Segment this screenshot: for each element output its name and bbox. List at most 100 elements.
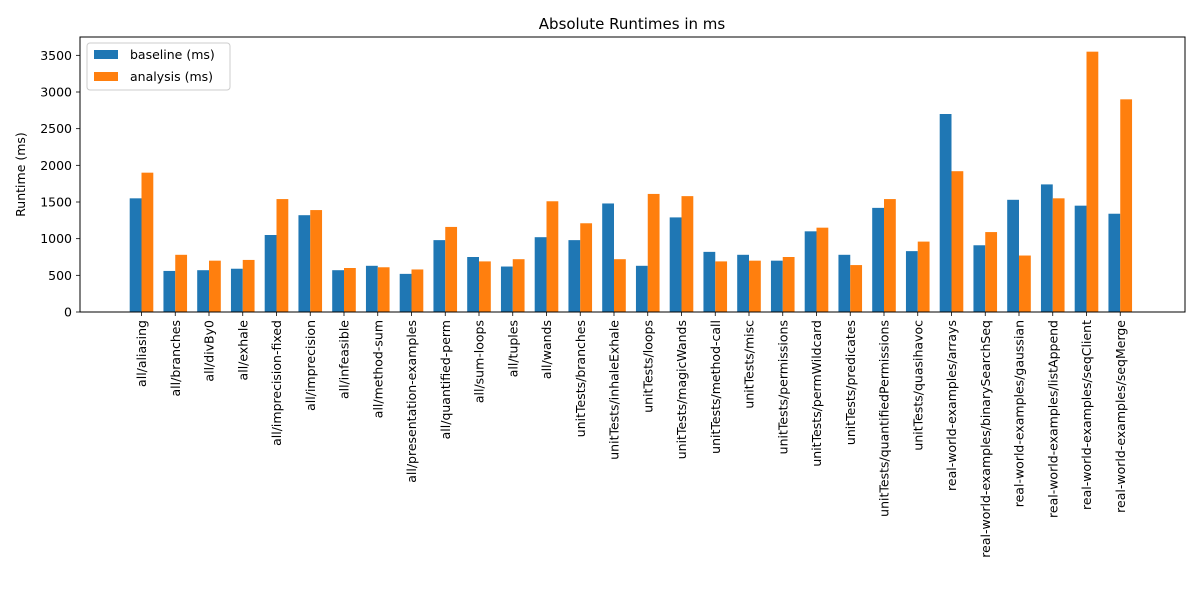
bar-analysis-all-aliasing <box>141 172 154 312</box>
bar-baseline-all-imprecision-fixed <box>264 235 277 312</box>
y-tick-label-0: 0 <box>64 305 72 320</box>
bar-analysis-unittests-magicwands <box>681 196 694 312</box>
bar-analysis-real-world-examples-binarysearchseq <box>985 232 998 312</box>
bar-baseline-all-presentation-examples <box>399 273 412 312</box>
x-tick-label-all-imprecision: all/imprecision <box>303 320 318 411</box>
bar-baseline-real-world-examples-binarysearchseq <box>973 245 986 312</box>
bar-baseline-all-aliasing <box>129 198 142 312</box>
bars-group <box>129 51 1133 313</box>
bar-baseline-unittests-permissions <box>770 260 783 312</box>
bar-baseline-real-world-examples-arrays <box>939 114 952 312</box>
x-tick-label-all-tuples: all/tuples <box>505 320 520 377</box>
bar-analysis-unittests-quantifiedpermissions <box>884 199 896 312</box>
x-tick-label-real-world-examples-binarysearchseq: real-world-examples/binarySearchSeq <box>978 320 993 558</box>
bar-baseline-all-infeasible <box>332 270 344 312</box>
y-tick-label-3500: 3500 <box>40 48 72 63</box>
bar-analysis-all-exhale <box>242 259 255 312</box>
x-tick-label-real-world-examples-seqmerge: real-world-examples/seqMerge <box>1113 320 1128 513</box>
bar-analysis-unittests-quasihavoc <box>917 241 930 312</box>
y-tick-label-1500: 1500 <box>40 195 72 210</box>
chart-title: Absolute Runtimes in ms <box>539 15 726 33</box>
y-tick-label-3000: 3000 <box>40 85 72 100</box>
x-tick-label-all-branches: all/branches <box>168 320 183 396</box>
x-tick-label-all-wands: all/wands <box>539 320 554 379</box>
bar-analysis-real-world-examples-gaussian <box>1019 255 1031 312</box>
bar-baseline-unittests-inhaleexhale <box>602 203 614 312</box>
bar-analysis-all-branches <box>175 254 188 312</box>
bar-analysis-real-world-examples-arrays <box>951 171 964 312</box>
x-tick-label-all-sum-loops: all/sum-loops <box>472 320 487 403</box>
bar-baseline-unittests-loops <box>635 265 648 312</box>
bar-baseline-real-world-examples-gaussian <box>1007 199 1019 312</box>
x-tick-label-real-world-examples-listappend: real-world-examples/listAppend <box>1045 320 1060 518</box>
bar-baseline-all-tuples <box>500 266 513 312</box>
x-tick-label-unittests-permissions: unitTests/permissions <box>775 320 790 454</box>
x-tick-label-unittests-predicates: unitTests/predicates <box>843 320 858 445</box>
y-axis-label: Runtime (ms) <box>13 132 28 217</box>
bar-baseline-all-branches <box>163 270 176 312</box>
legend-label-baseline: baseline (ms) <box>130 47 215 62</box>
bar-baseline-all-wands <box>534 237 547 312</box>
y-tick-label-500: 500 <box>48 268 72 283</box>
bar-analysis-unittests-permwildcard <box>816 227 829 312</box>
bar-analysis-all-presentation-examples <box>411 269 424 312</box>
y-axis: 0 500 1000 1500 2000 2500 3000 3500 <box>40 48 80 320</box>
bar-baseline-unittests-method-call <box>703 251 716 312</box>
bar-baseline-real-world-examples-seqmerge <box>1108 213 1121 312</box>
x-tick-label-all-imprecision-fixed: all/imprecision-fixed <box>269 320 284 446</box>
bar-analysis-unittests-inhaleexhale <box>614 259 626 312</box>
x-tick-label-unittests-loops: unitTests/loops <box>640 320 655 413</box>
bar-baseline-real-world-examples-listappend <box>1040 184 1053 312</box>
bar-analysis-all-wands <box>546 201 559 312</box>
bar-baseline-unittests-magicwands <box>669 217 682 312</box>
legend: baseline (ms) analysis (ms) <box>86 42 231 91</box>
bar-analysis-all-imprecision <box>310 210 323 312</box>
bar-analysis-all-divby0 <box>209 260 221 312</box>
bar-analysis-unittests-loops <box>647 193 660 312</box>
bar-analysis-all-quantified-perm <box>445 226 458 312</box>
x-tick-label-unittests-permwildcard: unitTests/permWildcard <box>809 320 824 467</box>
bar-baseline-all-method-sum <box>365 265 378 312</box>
x-tick-label-real-world-examples-seqclient: real-world-examples/seqClient <box>1079 320 1094 510</box>
bar-analysis-real-world-examples-seqclient <box>1086 51 1099 313</box>
legend-swatch-analysis <box>94 72 118 81</box>
x-tick-label-unittests-quasihavoc: unitTests/quasihavoc <box>910 320 925 451</box>
bar-baseline-all-divby0 <box>197 270 209 312</box>
bar-baseline-unittests-misc <box>737 254 749 312</box>
x-tick-label-real-world-examples-arrays: real-world-examples/arrays <box>944 320 959 491</box>
bar-baseline-all-exhale <box>230 268 243 312</box>
bar-baseline-unittests-predicates <box>838 254 851 312</box>
x-tick-label-all-quantified-perm: all/quantified-perm <box>438 320 453 439</box>
bar-analysis-all-tuples <box>512 259 525 312</box>
x-tick-label-unittests-inhaleexhale: unitTests/inhaleExhale <box>607 320 622 460</box>
bar-analysis-unittests-predicates <box>850 265 863 312</box>
x-tick-label-all-infeasible: all/infeasible <box>337 320 352 399</box>
bar-analysis-all-sum-loops <box>479 261 491 312</box>
bar-baseline-unittests-branches <box>568 240 581 312</box>
plot-frame <box>79 36 1186 313</box>
bar-analysis-real-world-examples-listappend <box>1052 198 1065 312</box>
x-tick-label-all-divby0: all/divBy0 <box>202 320 217 382</box>
bar-analysis-real-world-examples-seqmerge <box>1120 99 1133 312</box>
x-tick-label-unittests-branches: unitTests/branches <box>573 320 588 437</box>
legend-swatch-baseline <box>94 50 118 59</box>
legend-box <box>86 42 231 91</box>
x-tick-label-all-aliasing: all/aliasing <box>134 320 149 387</box>
x-tick-label-unittests-misc: unitTests/misc <box>742 320 757 409</box>
bar-baseline-all-imprecision <box>298 215 311 312</box>
x-tick-label-all-exhale: all/exhale <box>235 320 250 381</box>
bar-analysis-unittests-branches <box>580 223 593 312</box>
x-tick-label-unittests-quantifiedpermissions: unitTests/quantifiedPermissions <box>877 320 892 517</box>
legend-label-analysis: analysis (ms) <box>130 69 213 84</box>
bar-analysis-all-imprecision-fixed <box>276 199 289 312</box>
bar-analysis-unittests-method-call <box>715 261 728 312</box>
bar-baseline-real-world-examples-seqclient <box>1074 205 1087 312</box>
bar-baseline-unittests-quantifiedpermissions <box>872 207 884 312</box>
y-tick-label-1000: 1000 <box>40 231 72 246</box>
x-tick-label-unittests-magicwands: unitTests/magicWands <box>674 320 689 459</box>
bar-baseline-unittests-quasihavoc <box>905 251 918 312</box>
x-tick-label-unittests-method-call: unitTests/method-call <box>708 320 723 454</box>
bar-baseline-all-sum-loops <box>467 257 479 312</box>
bar-baseline-unittests-permwildcard <box>804 231 817 312</box>
